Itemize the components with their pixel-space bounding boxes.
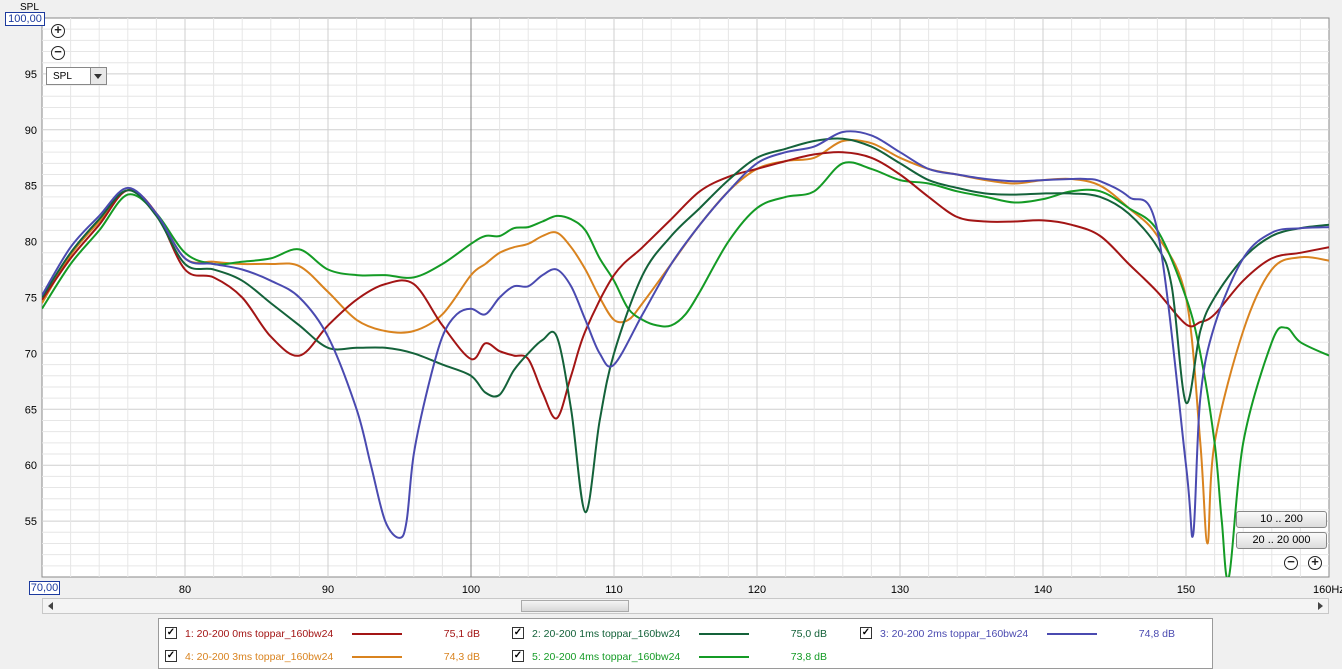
chevron-down-icon[interactable] [90,68,106,84]
horizontal-scrollbar[interactable] [42,598,1329,614]
y-tick-label: 55 [25,516,37,528]
legend-label: 1: 20-200 0ms toppar_160bw24 [185,628,334,640]
series-line-5 [42,161,1329,577]
y-axis-ticks: 55 60 65 70 75 80 85 90 95 [25,69,37,528]
x-tick-label: 130 [891,584,909,596]
y-tick-label: 70 [25,348,37,360]
series-line-2 [42,137,1329,514]
checkbox-series-1[interactable]: ✓ [165,627,177,639]
x-zoom-in-icon[interactable]: + [1308,555,1322,570]
spl-chart[interactable]: 55 60 65 70 75 80 85 90 95 80 90 100 110 120 130 140 15… [0,0,1342,600]
y-tick-label: 75 [25,293,37,305]
measurement-type-select[interactable]: SPL [46,67,107,85]
scroll-thumb[interactable] [521,600,629,612]
measurement-type-value: SPL [53,71,72,82]
x-tick-label: 90 [322,584,334,596]
legend-value: 74,3 dB [443,651,480,663]
legend-swatch [352,656,402,658]
legend-label: 5: 20-200 4ms toppar_160bw24 [532,651,681,663]
legend-label: 4: 20-200 3ms toppar_160bw24 [185,651,334,663]
x-tick-label: 150 [1177,584,1195,596]
y-tick-label: 60 [25,460,37,472]
series-lines [42,130,1329,577]
legend-value: 75,1 dB [443,628,480,640]
range-10-200-button[interactable]: 10 .. 200 [1236,511,1327,528]
x-tick-label: 110 [605,584,623,596]
x-tick-label: 120 [748,584,766,596]
zoom-in-icon[interactable]: + [51,23,65,38]
legend-item-4[interactable]: ✓ 4: 20-200 3ms toppar_160bw24 74,3 dB [165,649,495,665]
legend-label: 3: 20-200 2ms toppar_160bw24 [880,628,1029,640]
x-axis-ticks: 80 90 100 110 120 130 140 150 [179,584,1195,596]
legend-value: 74,8 dB [1138,628,1175,640]
y-tick-label: 90 [25,125,37,137]
legend-value: 75,0 dB [790,628,827,640]
x-zoom-out-icon[interactable]: − [1284,555,1298,570]
legend-item-3[interactable]: ✓ 3: 20-200 2ms toppar_160bw24 74,8 dB [860,626,1190,642]
legend-item-1[interactable]: ✓ 1: 20-200 0ms toppar_160bw24 75,1 dB [165,626,495,642]
zoom-out-icon[interactable]: − [51,45,65,60]
x-tick-label: 140 [1034,584,1052,596]
y-tick-label: 85 [25,181,37,193]
checkbox-series-3[interactable]: ✓ [860,627,872,639]
legend-swatch [352,633,402,635]
y-tick-label: 80 [25,237,37,249]
legend-item-5[interactable]: ✓ 5: 20-200 4ms toppar_160bw24 73,8 dB [512,649,842,665]
legend-value: 73,8 dB [790,651,827,663]
y-tick-label: 65 [25,404,37,416]
y-axis-max-input[interactable]: 100,00 [5,12,45,26]
checkbox-series-2[interactable]: ✓ [512,627,524,639]
legend-item-2[interactable]: ✓ 2: 20-200 1ms toppar_160bw24 75,0 dB [512,626,842,642]
legend-label: 2: 20-200 1ms toppar_160bw24 [532,628,681,640]
x-tick-label: 80 [179,584,191,596]
legend-swatch [699,633,749,635]
range-20-20000-button[interactable]: 20 .. 20 000 [1236,532,1327,549]
x-tick-label: 100 [462,584,480,596]
grid [42,18,1329,577]
y-tick-label: 95 [25,69,37,81]
y-axis-min-input[interactable]: 70,00 [29,581,60,595]
legend-swatch [699,656,749,658]
y-axis-name: SPL [20,2,39,13]
scroll-right-icon[interactable] [1318,602,1323,610]
scroll-left-icon[interactable] [48,602,53,610]
series-line-3 [42,130,1329,539]
checkbox-series-4[interactable]: ✓ [165,650,177,662]
legend: ✓ 1: 20-200 0ms toppar_160bw24 75,1 dB ✓… [158,618,1213,669]
series-line-1 [42,151,1329,420]
checkbox-series-5[interactable]: ✓ [512,650,524,662]
legend-swatch [1047,633,1097,635]
x-axis-unit-label: 160Hz [1313,584,1342,596]
